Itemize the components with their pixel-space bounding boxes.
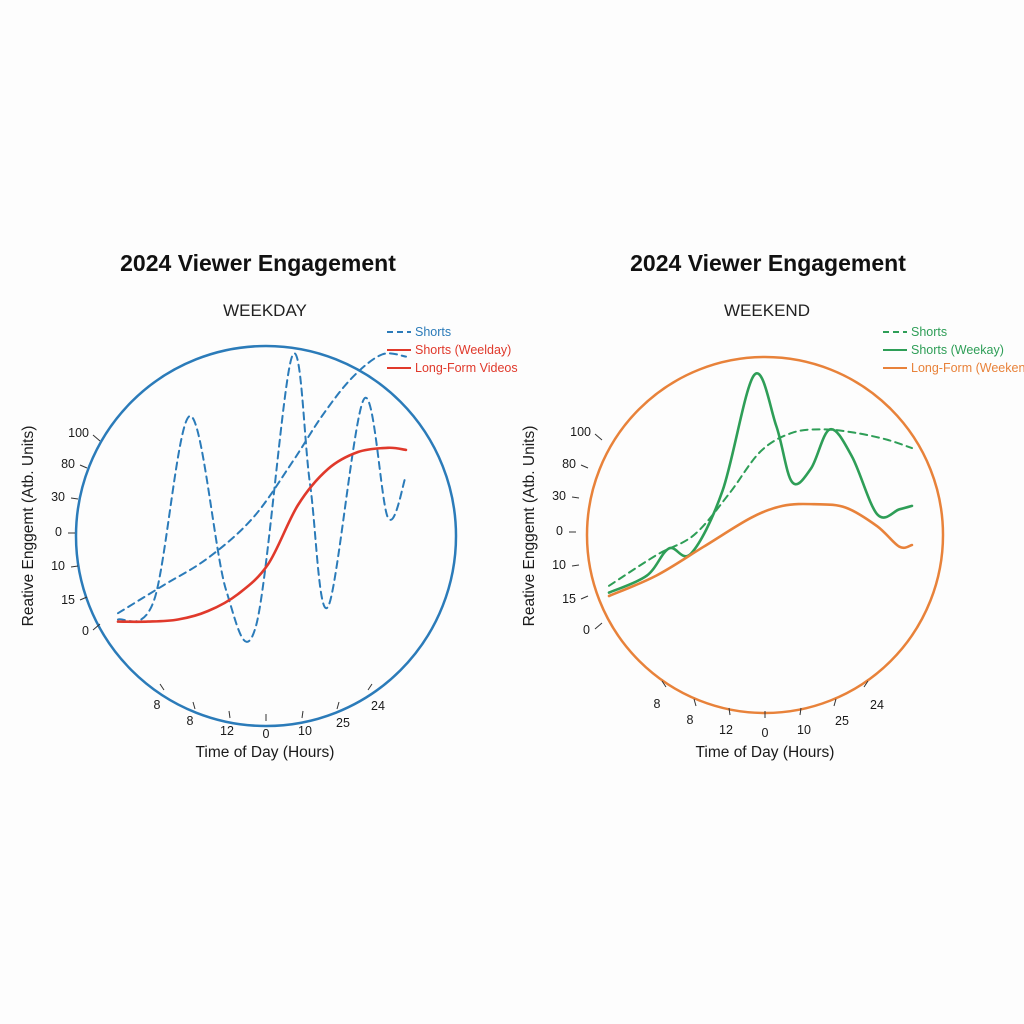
y-tick-labels-weekday: 100 80 30 0 10 15 0 [51,426,89,638]
y-tick-label: 10 [552,558,566,572]
legend-label: Long-Form (Weekend [911,361,1024,375]
chart-title-weekend: 2024 Viewer Engagement [630,250,906,276]
y-tick-mark [594,433,603,441]
y-tick-mark [580,595,589,600]
x-axis-label-weekday: Time of Day (Hours) [196,744,335,761]
plot-frame-circle-weekday [74,344,458,728]
x-tick-marks-weekday [159,683,373,721]
series-line-1 [608,428,913,587]
x-tick-mark [728,707,731,716]
y-tick-mark [70,497,79,500]
x-tick-labels-weekday: 8 8 12 0 10 25 24 [154,698,385,741]
x-tick-label: 8 [687,713,694,727]
x-tick-label: 12 [220,724,234,738]
y-tick-label: 15 [61,593,75,607]
y-tick-label: 100 [570,425,591,439]
chart-title-weekday: 2024 Viewer Engagement [120,250,396,276]
chart-subtitle-weekend: WEEKEND [724,301,810,320]
legend-item: Shorts [387,325,451,339]
x-tick-mark [367,683,373,691]
y-tick-mark [92,623,101,631]
y-tick-marks-weekend [569,433,603,630]
x-tick-mark [863,680,869,688]
legend-item: Shorts [883,325,947,339]
y-tick-mark [571,564,580,567]
series-line-2 [607,372,914,594]
y-tick-label: 100 [68,426,89,440]
y-tick-mark [580,464,589,469]
x-tick-mark [693,698,697,707]
legend-item: Long-Form Videos [387,361,518,375]
legend-item: Shorts (Weelday) [387,343,511,357]
x-tick-mark [799,707,802,716]
y-tick-mark [70,565,79,568]
series-line-3 [607,502,914,598]
x-tick-label: 25 [336,716,350,730]
series-line-2 [117,352,407,615]
y-tick-label: 30 [51,490,65,504]
y-tick-label: 15 [562,592,576,606]
chart-panel-weekday: 2024 Viewer Engagement WEEKDAY 100 80 30… [20,250,518,761]
y-tick-mark [594,622,603,630]
x-tick-mark [301,710,304,719]
legend-weekend: Shorts Shorts (Weekay) Long-Form (Weeken… [883,325,1024,375]
x-tick-mark [661,680,667,688]
y-tick-label: 0 [583,623,590,637]
legend-label: Shorts [911,325,947,339]
x-tick-mark [159,683,165,691]
y-tick-label: 0 [82,624,89,638]
x-tick-mark [336,701,340,710]
x-tick-label: 0 [263,727,270,741]
x-tick-label: 0 [762,726,769,740]
x-tick-marks-weekend [661,680,869,718]
x-tick-label: 24 [371,699,385,713]
y-tick-label: 0 [55,525,62,539]
legend-label: Long-Form Videos [415,361,518,375]
series-line-3 [116,446,408,624]
x-tick-label: 12 [719,723,733,737]
legend-item: Long-Form (Weekend [883,361,1024,375]
x-tick-label: 8 [154,698,161,712]
legend-item: Shorts (Weekay) [883,343,1004,357]
y-tick-mark [79,596,88,601]
x-tick-mark [833,698,837,707]
y-tick-labels-weekend: 100 80 30 0 10 15 0 [552,425,591,637]
y-tick-mark [571,496,580,499]
y-axis-label-weekday: Reative Enggemt (Atb. Units) [20,426,37,627]
y-axis-label-weekend: Reative Enggemt (Atb. Units) [521,426,538,627]
y-tick-marks-weekday [68,434,101,631]
x-tick-label: 8 [654,697,661,711]
y-tick-mark [92,434,101,442]
legend-weekday: Shorts Shorts (Weelday) Long-Form Videos [387,325,518,375]
series-layer-weekend [607,372,914,598]
x-tick-labels-weekend: 8 8 12 0 10 25 24 [654,697,884,740]
x-tick-mark [192,701,196,710]
legend-label: Shorts [415,325,451,339]
y-tick-label: 80 [61,457,75,471]
plot-frame-circle-weekend [585,355,945,715]
legend-label: Shorts (Weelday) [415,343,511,357]
x-axis-label-weekend: Time of Day (Hours) [696,744,835,761]
x-tick-label: 25 [835,714,849,728]
x-tick-label: 10 [797,723,811,737]
chart-subtitle-weekday: WEEKDAY [223,301,307,320]
y-tick-label: 80 [562,457,576,471]
x-tick-label: 8 [187,714,194,728]
series-layer-weekday [116,352,408,643]
y-tick-mark [79,464,88,469]
y-tick-label: 10 [51,559,65,573]
series-line-1 [117,352,407,643]
chart-panel-weekend: 2024 Viewer Engagement WEEKEND 100 80 30… [521,250,1024,761]
y-tick-label: 0 [556,524,563,538]
x-tick-mark [228,710,231,719]
y-tick-label: 30 [552,489,566,503]
x-tick-label: 24 [870,698,884,712]
x-tick-label: 10 [298,724,312,738]
legend-label: Shorts (Weekay) [911,343,1004,357]
